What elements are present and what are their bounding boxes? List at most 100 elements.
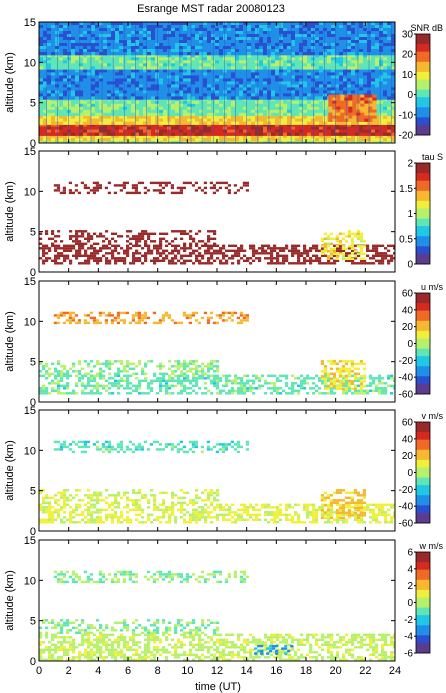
- heatmap-cell: [307, 132, 312, 136]
- heatmap-cell: [162, 259, 166, 262]
- heatmap-cell: [295, 134, 300, 139]
- heatmap-cell: [139, 90, 144, 94]
- heatmap-cell: [207, 100, 212, 105]
- heatmap-cell: [379, 22, 384, 26]
- heatmap-cell: [139, 54, 144, 58]
- heatmap-cell: [264, 252, 268, 255]
- heatmap-cell: [177, 252, 181, 255]
- heatmap-cell: [115, 137, 120, 142]
- heatmap-cell: [55, 100, 60, 105]
- heatmap-cell: [180, 237, 184, 240]
- heatmap-cell: [341, 247, 345, 250]
- heatmap-cell: [171, 118, 176, 122]
- heatmap-cell: [263, 72, 268, 76]
- heatmap-cell: [255, 31, 260, 35]
- heatmap-cell: [115, 78, 120, 82]
- heatmap-cell: [263, 25, 268, 29]
- heatmap-cell: [187, 52, 192, 56]
- heatmap-cell: [67, 84, 72, 88]
- heatmap-cell: [291, 118, 296, 122]
- heatmap-cell: [99, 84, 104, 88]
- heatmap-cell: [195, 106, 200, 111]
- heatmap-cell: [235, 60, 240, 64]
- heatmap-cell: [391, 121, 395, 125]
- heatmap-cell: [339, 141, 344, 143]
- heatmap-cell: [39, 132, 44, 136]
- heatmap-cell: [339, 72, 344, 76]
- heatmap-cell: [359, 81, 364, 85]
- heatmap-cell: [255, 109, 260, 114]
- heatmap-cell: [135, 118, 140, 122]
- heatmap-cell: [375, 244, 379, 247]
- heatmap-cell: [131, 81, 136, 85]
- heatmap-cell: [151, 123, 156, 127]
- heatmap-cell: [114, 232, 118, 235]
- heatmap-cell: [122, 186, 126, 190]
- heatmap-cell: [131, 43, 136, 47]
- heatmap-cell: [171, 72, 176, 76]
- heatmap-cell: [187, 57, 192, 61]
- heatmap-cell: [247, 132, 252, 136]
- heatmap-cell: [167, 60, 172, 64]
- heatmap-cell: [263, 81, 268, 85]
- heatmap-cell: [51, 232, 55, 235]
- heatmap-cell: [57, 254, 61, 257]
- heatmap-cell: [223, 118, 228, 122]
- heatmap-cell: [331, 43, 336, 47]
- heatmap-cell: [275, 134, 280, 139]
- heatmap-cell: [319, 49, 324, 53]
- heatmap-cell: [231, 109, 236, 114]
- heatmap-cell: [123, 100, 128, 105]
- heatmap-cell: [75, 126, 80, 130]
- heatmap-cell: [276, 254, 280, 257]
- heatmap-cell: [391, 129, 395, 133]
- heatmap-cell: [279, 37, 284, 41]
- heatmap-cell: [331, 37, 336, 41]
- heatmap-cell: [239, 115, 244, 119]
- heatmap-cell: [159, 240, 163, 243]
- heatmap-cell: [291, 90, 296, 94]
- heatmap-cell: [51, 31, 56, 35]
- heatmap-cell: [167, 37, 172, 41]
- heatmap-cell: [219, 126, 224, 130]
- heatmap-cell: [371, 84, 376, 88]
- heatmap-cell: [251, 129, 256, 133]
- heatmap-cell: [259, 137, 264, 142]
- heatmap-cell: [348, 97, 353, 101]
- heatmap-cell: [235, 34, 240, 38]
- heatmap-cell: [203, 28, 208, 32]
- heatmap-cell: [239, 72, 244, 76]
- heatmap-cell: [223, 121, 228, 125]
- heatmap-cell: [246, 259, 250, 262]
- heatmap-cell: [129, 247, 133, 250]
- heatmap-cell: [223, 46, 228, 50]
- heatmap-cell: [63, 34, 68, 38]
- heatmap-cell: [327, 123, 332, 127]
- heatmap-cell: [283, 137, 288, 142]
- heatmap-cell: [259, 34, 264, 38]
- heatmap-cell: [51, 78, 56, 82]
- heatmap-cell: [147, 121, 152, 125]
- heatmap-cell: [71, 49, 76, 53]
- heatmap-cell: [391, 40, 395, 44]
- heatmap-cell: [159, 254, 163, 257]
- heatmap-cell: [203, 49, 208, 53]
- heatmap-cell: [79, 81, 84, 85]
- heatmap-cell: [127, 54, 132, 58]
- heatmap-cell: [75, 121, 80, 125]
- heatmap-cell: [283, 54, 288, 58]
- heatmap-cell: [347, 134, 352, 139]
- heatmap-cell: [195, 49, 200, 53]
- heatmap-cell: [384, 252, 388, 255]
- heatmap-cell: [163, 115, 168, 119]
- heatmap-cell: [167, 129, 172, 133]
- heatmap-cell: [327, 46, 332, 50]
- heatmap-cell: [179, 78, 184, 82]
- heatmap-cell: [103, 63, 108, 67]
- heatmap-cell: [355, 126, 360, 130]
- heatmap-cell: [279, 112, 284, 117]
- heatmap-cell: [83, 112, 88, 117]
- heatmap-cell: [39, 46, 44, 50]
- heatmap-cell: [356, 100, 361, 104]
